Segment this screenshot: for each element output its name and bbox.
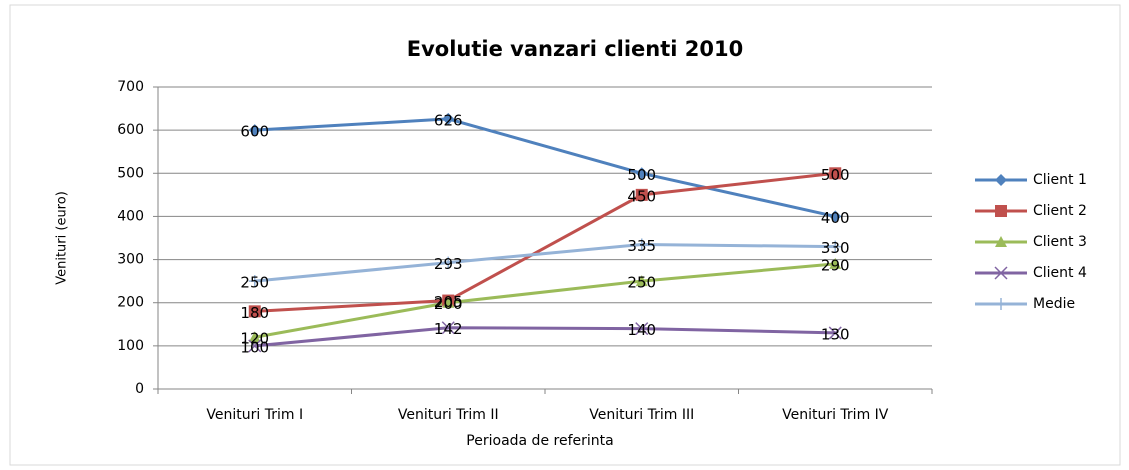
y-tick-label: 600	[117, 122, 144, 138]
data-label: 120	[240, 330, 269, 348]
point-marker	[829, 210, 842, 223]
y-tick-label: 300	[117, 252, 144, 268]
data-label: 250	[627, 274, 656, 292]
point-marker	[829, 167, 842, 180]
data-label: 100	[240, 338, 269, 356]
data-label: 290	[821, 256, 850, 274]
legend-label: Client 4	[1033, 265, 1087, 281]
legend-marker	[995, 236, 1007, 247]
data-label: 140	[627, 321, 656, 339]
point-marker	[441, 321, 455, 335]
y-tick-label: 400	[117, 208, 144, 224]
point-marker	[248, 124, 261, 137]
y-axis-label: Venituri (euro)	[55, 191, 70, 285]
series-line	[254, 242, 836, 283]
point-marker	[635, 275, 648, 287]
data-label: 330	[821, 239, 850, 257]
legend-marker	[995, 298, 1007, 310]
point-marker	[248, 339, 262, 353]
point-marker	[442, 296, 455, 308]
data-label: 500	[821, 166, 850, 184]
point-marker	[248, 331, 261, 343]
point-marker	[635, 167, 648, 180]
data-label: 450	[627, 187, 656, 205]
y-tick-label: 0	[135, 381, 144, 397]
data-label: 626	[434, 111, 463, 129]
x-tick-label: Venituri Trim IV	[782, 407, 889, 423]
data-label: 500	[627, 166, 656, 184]
x-tick-label: Venituri Trim III	[589, 407, 694, 423]
x-tick-label: Venituri Trim I	[206, 407, 303, 423]
series-line	[254, 117, 836, 218]
data-label: 200	[434, 295, 463, 313]
data-label: 600	[240, 123, 269, 141]
series-line	[254, 262, 836, 339]
point-marker	[829, 240, 842, 253]
data-label: 250	[240, 274, 269, 292]
y-tick-label: 100	[117, 338, 144, 354]
legend-marker	[995, 174, 1007, 186]
data-label: 130	[821, 325, 850, 343]
chart-title: Evolutie vanzari clienti 2010	[407, 37, 744, 61]
series-line	[254, 171, 836, 313]
legend-marker	[994, 266, 1008, 280]
x-axis-label: Perioada de referinta	[466, 433, 613, 449]
legend-label: Client 1	[1033, 172, 1087, 188]
chart-border	[9, 4, 1121, 466]
point-marker	[248, 305, 261, 318]
point-marker	[828, 326, 842, 340]
y-tick-label: 700	[117, 79, 144, 95]
point-marker	[635, 238, 648, 251]
data-label: 205	[434, 293, 463, 311]
legend-marker	[995, 205, 1007, 217]
data-label: 335	[627, 237, 656, 255]
data-label: 293	[434, 255, 463, 273]
data-label: 180	[240, 304, 269, 322]
y-tick-label: 200	[117, 295, 144, 311]
series-line	[254, 326, 836, 348]
point-marker	[829, 257, 842, 269]
point-marker	[442, 256, 455, 269]
legend-label: Client 2	[1033, 203, 1087, 219]
data-label: 142	[434, 320, 463, 338]
point-marker	[635, 188, 648, 201]
point-marker	[442, 112, 455, 125]
y-tick-label: 500	[117, 165, 144, 181]
x-tick-label: Venituri Trim II	[398, 407, 499, 423]
point-marker	[635, 322, 649, 336]
legend-label: Medie	[1033, 296, 1075, 312]
data-label: 400	[821, 209, 850, 227]
point-marker	[248, 275, 261, 288]
legend-label: Client 3	[1033, 234, 1087, 250]
